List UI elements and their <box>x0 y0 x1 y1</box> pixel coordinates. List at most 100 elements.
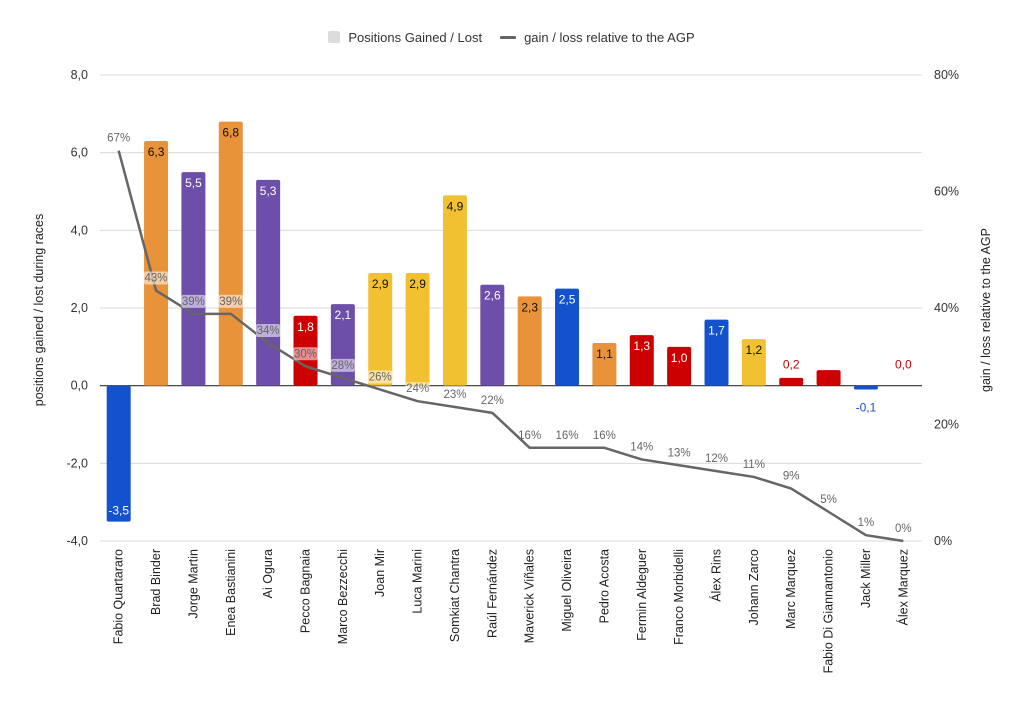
bar <box>181 172 206 386</box>
line-label-bg <box>144 271 169 285</box>
category-label: Pecco Bagnaia <box>299 549 313 633</box>
line-point-label: 14% <box>630 441 653 453</box>
bar-value-label: 2,1 <box>335 308 352 322</box>
bar <box>816 370 841 386</box>
y-tick-label: -2,0 <box>66 456 88 470</box>
category-label: Fermin Aldeguer <box>635 549 649 641</box>
bar-value-label: 0,0 <box>895 358 912 372</box>
category-label: Miguel Oliveira <box>560 549 574 632</box>
line-point-label: 39% <box>219 296 242 308</box>
line-point-label: 24% <box>406 383 429 395</box>
line-point-label: 43% <box>145 273 168 285</box>
bar-value-label: 2,3 <box>521 300 538 314</box>
bar-value-label: 1,8 <box>297 320 314 334</box>
line-label-bg <box>218 294 243 308</box>
bar <box>704 319 729 386</box>
legend-swatch-bars <box>328 31 341 43</box>
bar-value-label: -3,5 <box>108 504 129 518</box>
y-tick-label: -4,0 <box>66 534 88 548</box>
line-point-label: 1% <box>858 517 875 529</box>
bar-value-label: 6,3 <box>148 145 165 159</box>
legend-swatch-line <box>500 35 517 39</box>
line-point-label: 30% <box>294 348 317 360</box>
category-label: Jorge Martin <box>186 549 200 619</box>
left-axis-ticks: 8,0 6,0 4,0 2,0 0,0 -2,0 -4,0 <box>66 68 88 548</box>
bar <box>667 346 692 386</box>
category-label: Fabio Quartararo <box>112 549 126 644</box>
bar <box>405 273 430 386</box>
line-point-label: 39% <box>182 296 205 308</box>
y2-tick-label: 0% <box>934 534 952 548</box>
line-point-label: 22% <box>481 395 504 407</box>
line-label-bg <box>330 358 355 372</box>
bar <box>779 377 804 386</box>
bar <box>256 179 281 386</box>
category-label: Brad Binder <box>149 549 163 615</box>
bar <box>853 385 878 390</box>
category-label: Franco Morbidelli <box>672 549 686 645</box>
bar-value-label: 6,8 <box>222 126 239 140</box>
bar-value-label: 2,5 <box>559 293 576 307</box>
line-point-label: 26% <box>369 372 392 384</box>
y-tick-label: 0,0 <box>71 379 88 393</box>
line-label-bg <box>293 347 318 361</box>
line-series: 67% 43% 39% 39% 34% 30% 28% 26% 24% 23% 22% 16% 16% 1… <box>107 133 912 543</box>
category-label: Luca Marini <box>411 549 425 614</box>
bar <box>106 385 131 522</box>
category-label: Maverick Viñales <box>523 549 537 643</box>
bar <box>368 273 393 386</box>
line-point-label: 34% <box>257 325 280 337</box>
line-point-label: 16% <box>556 430 579 442</box>
category-label: Marc Marquez <box>784 549 798 629</box>
bars: -3,5 6,3 5,5 6,8 5,3 1,8 2,1 2,9 2,9 4,9 2,6 2,3 2,5… <box>106 121 912 522</box>
bar <box>741 339 766 386</box>
bar-value-label: 0,4 <box>820 358 837 372</box>
category-label: Pedro Acosta <box>597 549 611 623</box>
bar <box>144 141 169 386</box>
category-label: Enea Bastianini <box>224 549 238 636</box>
line-point-label: 16% <box>593 430 616 442</box>
line-point-label: 5% <box>820 494 837 506</box>
line-path <box>117 150 904 543</box>
y2-tick-label: 20% <box>934 418 959 432</box>
bar <box>480 284 505 386</box>
line-point-label: 16% <box>518 430 541 442</box>
bar-value-label: 1,3 <box>633 339 650 353</box>
bar <box>629 335 654 386</box>
y-tick-label: 8,0 <box>71 68 88 82</box>
bar-value-label: 2,6 <box>484 289 501 303</box>
legend-item-positions: Positions Gained / Lost <box>328 30 482 45</box>
bar-value-label: 5,3 <box>260 184 277 198</box>
bar <box>442 195 467 386</box>
y2-tick-label: 60% <box>934 185 959 199</box>
line-label-bg <box>405 382 430 396</box>
line-label-bg <box>368 370 393 384</box>
category-label: Fabio Di Giannantonio <box>822 549 836 673</box>
category-label: Álex Marquez <box>895 549 910 625</box>
category-label: Raúl Fernández <box>485 549 499 638</box>
category-label: Johann Zarco <box>747 549 761 625</box>
line-point-label: 67% <box>107 133 130 145</box>
bar-value-label: 1,1 <box>596 347 613 361</box>
bar <box>555 288 580 386</box>
category-label: Álex Rins <box>709 549 724 602</box>
bar-value-label: 0,2 <box>783 358 800 372</box>
bar <box>517 296 542 386</box>
y2-tick-label: 80% <box>934 68 959 82</box>
line-point-label: 11% <box>743 459 765 471</box>
category-label: Joan Mir <box>373 549 387 597</box>
bar <box>218 121 243 386</box>
bar-value-label: 2,9 <box>372 277 389 291</box>
bar <box>592 342 617 386</box>
chart-legend: Positions Gained / Lost gain / loss rela… <box>0 26 1023 48</box>
line-label-bg <box>256 323 281 337</box>
line-point-label: 0% <box>895 523 912 535</box>
bar-value-label: 1,7 <box>708 324 725 338</box>
legend-label-bars: Positions Gained / Lost <box>348 29 483 45</box>
bar-value-label: 1,2 <box>746 343 763 357</box>
category-labels: Fabio Quartararo Brad Binder Jorge Martin E… <box>112 549 911 673</box>
y-tick-label: 4,0 <box>71 223 88 237</box>
right-axis-title: gain / loss relative to the AGP <box>979 228 993 392</box>
y2-tick-label: 40% <box>934 301 959 315</box>
